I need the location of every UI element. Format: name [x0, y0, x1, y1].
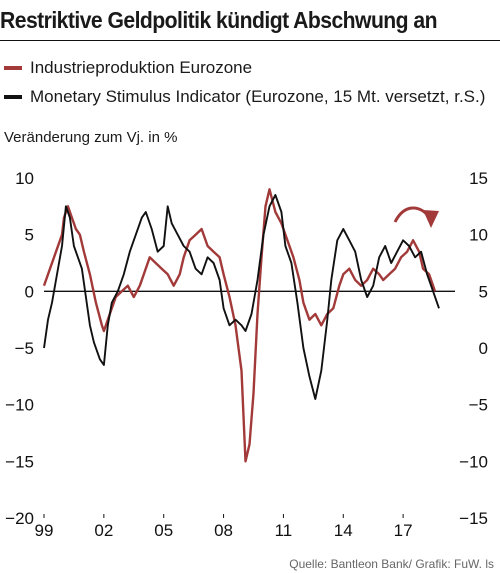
legend-label-monetary-stimulus: Monetary Stimulus Indicator (Eurozone, 1… [30, 87, 486, 106]
y-left-tick-label: −5 [15, 339, 34, 358]
y-axis-unit-label: Veränderung zum Vj. in % [4, 129, 178, 146]
title-rule [0, 40, 500, 41]
legend-swatch-monetary-stimulus [4, 95, 22, 99]
legend-item-industrieproduktion: Industrieproduktion Eurozone [4, 56, 252, 80]
x-tick-label: 02 [94, 521, 113, 540]
y-left-tick-label: 5 [25, 226, 34, 245]
y-right-tick-label: 5 [479, 282, 488, 301]
x-tick-label: 11 [275, 521, 293, 540]
source-note: Quelle: Bantleon Bank/ Grafik: FuW. ls [289, 557, 494, 571]
trend-arrow-head [423, 210, 439, 228]
y-right-tick-label: −10 [459, 452, 488, 471]
series-line-industrieproduktion [42, 188, 437, 463]
x-tick-label: 08 [214, 521, 233, 540]
legend-item-monetary-stimulus: Monetary Stimulus Indicator (Eurozone, 1… [4, 85, 485, 109]
legend-swatch-industrieproduktion [4, 66, 22, 70]
x-tick-label: 99 [35, 521, 54, 540]
chart-title: Restriktive Geldpolitik kündigt Abschwun… [0, 7, 438, 33]
y-right-tick-label: 0 [479, 339, 488, 358]
x-tick-label: 14 [334, 521, 353, 540]
series-line-monetary-stimulus [43, 194, 440, 400]
y-left-tick-label: −10 [5, 396, 34, 415]
y-right-tick-label: 10 [469, 226, 488, 245]
legend-label-industrieproduktion: Industrieproduktion Eurozone [30, 58, 253, 77]
y-left-tick-label: −15 [5, 452, 34, 471]
plot-area: 99 02 05 08 11 14 17 10 5 0 −5 −10 −15 −20 15 10 5 0 −5 −10… [5, 169, 488, 540]
x-tick-label: 17 [394, 521, 413, 540]
y-left-tick-label: 0 [25, 282, 34, 301]
trend-arrow-annotation [393, 206, 432, 223]
x-tick-label: 05 [154, 521, 173, 540]
y-right-tick-label: −5 [469, 396, 488, 415]
y-right-tick-label: −15 [459, 509, 488, 528]
y-right-tick-label: 15 [469, 169, 488, 188]
y-left-tick-label: 10 [15, 169, 34, 188]
y-left-tick-label: −20 [5, 509, 34, 528]
